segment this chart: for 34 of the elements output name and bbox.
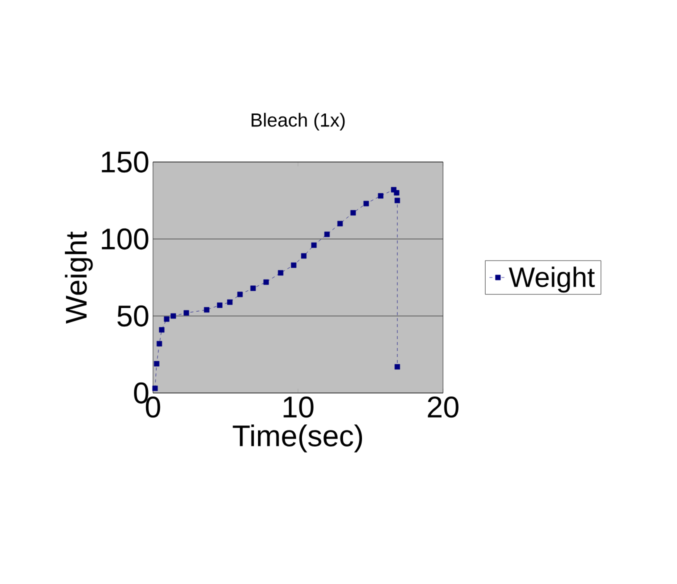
point — [227, 299, 233, 305]
y-axis-title: Weight — [64, 231, 93, 324]
point — [154, 361, 160, 366]
point — [250, 286, 256, 291]
point — [394, 190, 400, 196]
point — [337, 220, 343, 226]
y-tick-label: 150 — [102, 151, 148, 173]
chart-title: Bleach (1x) — [252, 112, 345, 130]
x-axis-title: Time(sec) — [232, 424, 362, 452]
point — [184, 310, 190, 316]
x-tick-label: 10 — [284, 396, 314, 418]
point — [164, 316, 170, 322]
point — [156, 341, 162, 346]
point — [170, 313, 176, 319]
point — [237, 292, 243, 298]
y-tick-label: 50 — [117, 305, 148, 327]
point — [263, 279, 269, 285]
point — [350, 210, 356, 216]
x-tick-label: 20 — [428, 396, 458, 418]
point — [159, 327, 164, 333]
point — [311, 242, 317, 248]
point — [324, 232, 330, 238]
legend-label: Weight — [508, 266, 595, 293]
point — [394, 198, 400, 204]
point — [394, 364, 400, 370]
point — [290, 262, 296, 268]
y-tick-label: 100 — [102, 228, 148, 250]
point — [152, 386, 158, 392]
point — [204, 307, 210, 313]
point — [378, 193, 384, 199]
point — [217, 302, 222, 308]
point — [301, 253, 307, 259]
point — [278, 270, 284, 276]
point — [363, 200, 369, 206]
